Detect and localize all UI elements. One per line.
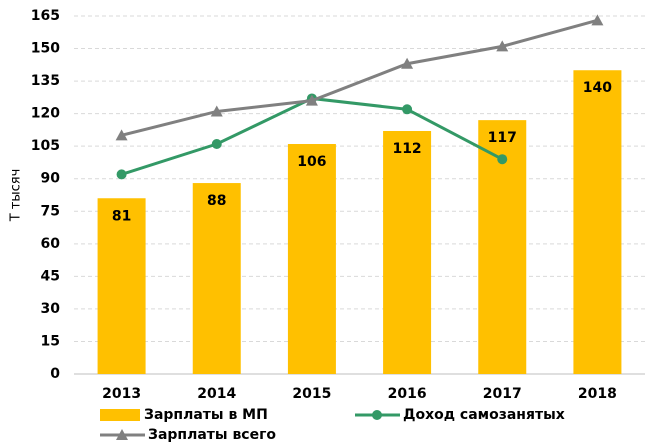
y-tick-label: 0 [50, 366, 60, 382]
data-label: 117 [488, 130, 517, 146]
y-tick-label: 135 [31, 73, 60, 89]
marker [115, 129, 128, 141]
marker [305, 94, 318, 106]
bar [383, 130, 432, 374]
y-tick-label: 150 [31, 41, 60, 57]
marker [210, 105, 223, 117]
bar [97, 198, 146, 374]
y-tick-label: 45 [41, 268, 60, 284]
x-tick-label: 2014 [197, 386, 236, 402]
marker [591, 14, 604, 26]
legend-swatch [100, 409, 140, 421]
legend-marker [116, 429, 128, 440]
y-tick-label: 30 [41, 301, 61, 317]
data-label: 81 [112, 208, 131, 224]
legend-marker [372, 410, 382, 420]
legend-label: Зарплаты всего [148, 427, 276, 443]
data-label: 106 [297, 154, 326, 170]
y-tick-label: 15 [41, 333, 60, 349]
bar [287, 144, 336, 374]
marker [211, 139, 222, 150]
legend-label: Доход самозанятых [403, 407, 565, 423]
bar [192, 183, 241, 374]
marker [401, 57, 414, 69]
x-tick-label: 2016 [388, 386, 427, 402]
data-label: 88 [207, 193, 226, 209]
x-tick-label: 2018 [578, 386, 617, 402]
y-tick-label: 120 [31, 106, 60, 122]
y-axis-label: Т тысяч [9, 169, 24, 223]
y-tick-label: 90 [41, 171, 61, 187]
marker [497, 154, 508, 165]
y-tick-label: 75 [41, 203, 60, 219]
data-label: 112 [392, 141, 421, 157]
legend-label: Зарплаты в МП [144, 407, 268, 423]
y-tick-label: 105 [31, 138, 60, 154]
x-tick-label: 2013 [102, 386, 141, 402]
data-label: 140 [583, 80, 612, 96]
marker [402, 104, 413, 115]
x-tick-label: 2017 [483, 386, 522, 402]
marker [496, 40, 509, 52]
x-tick-label: 2015 [292, 386, 331, 402]
line [121, 18, 598, 137]
marker [116, 169, 127, 180]
y-tick-label: 165 [31, 8, 60, 24]
y-tick-label: 60 [41, 236, 61, 252]
bar [573, 70, 622, 374]
